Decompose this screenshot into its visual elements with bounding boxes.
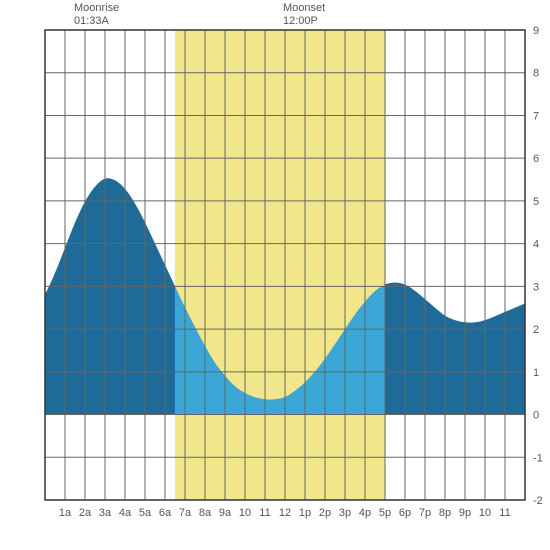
tide-chart: -2-101234567891a2a3a4a5a6a7a8a9a1011121p…: [0, 0, 550, 550]
y-tick-label: -1: [533, 452, 543, 464]
x-tick-label: 8a: [199, 507, 212, 519]
y-tick-label: 3: [533, 281, 539, 293]
y-tick-label: 7: [533, 110, 539, 122]
x-tick-label: 6p: [399, 507, 411, 519]
x-tick-label: 7a: [179, 507, 192, 519]
y-tick-label: 8: [533, 68, 539, 80]
x-tick-label: 3p: [339, 507, 351, 519]
x-tick-label: 12: [279, 507, 291, 519]
y-tick-label: 2: [533, 324, 539, 336]
x-tick-label: 6a: [159, 507, 172, 519]
x-tick-label: 5a: [139, 507, 152, 519]
x-tick-label: 2a: [79, 507, 92, 519]
y-tick-label: 1: [533, 367, 539, 379]
chart-svg: -2-101234567891a2a3a4a5a6a7a8a9a1011121p…: [0, 0, 550, 550]
y-tick-label: 0: [533, 410, 539, 422]
x-tick-label: 5p: [379, 507, 391, 519]
x-tick-label: 3a: [99, 507, 112, 519]
x-tick-label: 10: [239, 507, 251, 519]
y-tick-label: 6: [533, 153, 539, 165]
x-tick-label: 9a: [219, 507, 232, 519]
x-tick-label: 11: [499, 507, 510, 519]
x-tick-label: 9p: [459, 507, 471, 519]
y-tick-label: 5: [533, 196, 539, 208]
x-tick-label: 2p: [319, 507, 331, 519]
x-tick-label: 11: [259, 507, 270, 519]
x-tick-label: 1p: [299, 507, 311, 519]
x-tick-label: 4p: [359, 507, 371, 519]
y-tick-label: 4: [533, 239, 539, 251]
x-tick-label: 4a: [119, 507, 132, 519]
x-tick-label: 10: [479, 507, 491, 519]
x-tick-label: 7p: [419, 507, 431, 519]
y-tick-label: 9: [533, 25, 539, 37]
y-tick-label: -2: [533, 495, 543, 507]
x-tick-label: 8p: [439, 507, 451, 519]
x-tick-label: 1a: [59, 507, 72, 519]
